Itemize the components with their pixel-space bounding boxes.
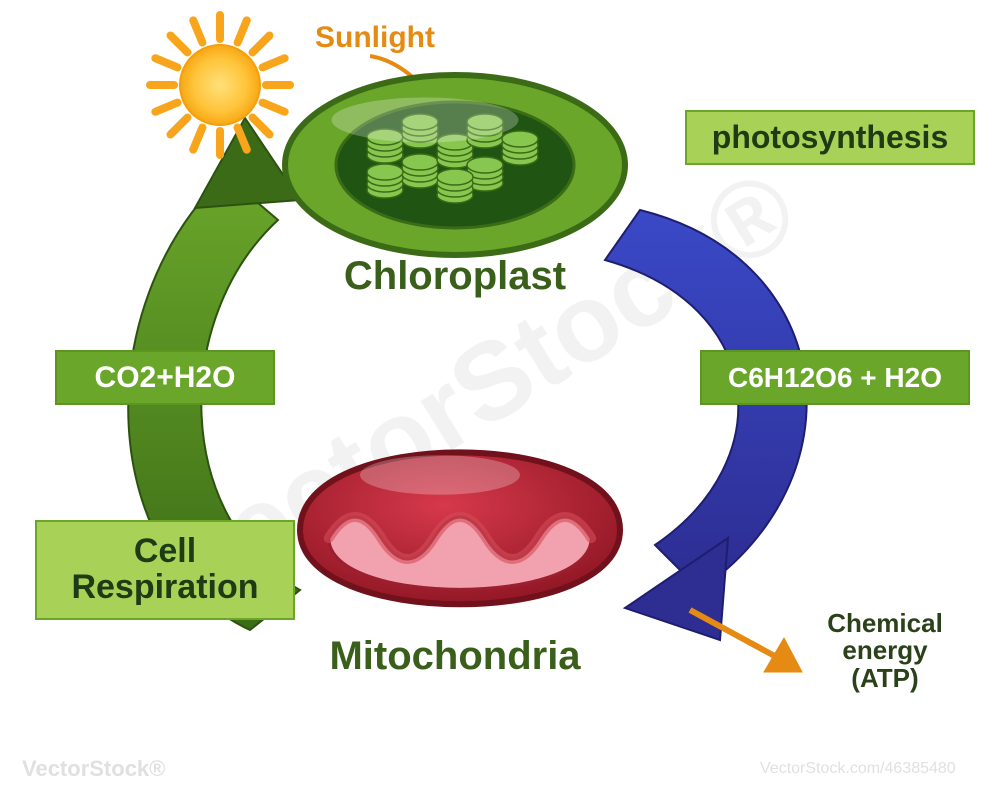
photosynthesis-label-box: photosynthesis [685,110,975,165]
chloroplast-icon [285,75,625,255]
arrow-sunlight [370,56,430,98]
co2-h2o-formula-box: CO2+H2O [55,350,275,405]
arrow-atp-head [764,638,802,672]
chloroplast-label: Chloroplast [325,255,585,297]
mitochondria-label: Mitochondria [305,635,605,677]
cell-respiration-label-box: Cell Respiration [35,520,295,620]
arrow-atp [690,610,782,660]
atp-label: Chemical energy (ATP) [800,610,970,692]
sunlight-label: Sunlight [305,22,445,54]
watermark-id: VectorStock.com/46385480 [760,760,956,778]
sun-icon [150,15,290,155]
diagram-stage: VectorStock® photosynthesis C6H12O6 + H2… [0,0,1000,786]
glucose-formula-box: C6H12O6 + H2O [700,350,970,405]
mitochondria-icon [300,452,620,604]
watermark-brand: VectorStock® [22,756,165,782]
arrow-photosynthesis-head [625,538,728,640]
arrow-respiration-head [195,118,300,208]
arrow-sunlight-head [422,88,432,100]
